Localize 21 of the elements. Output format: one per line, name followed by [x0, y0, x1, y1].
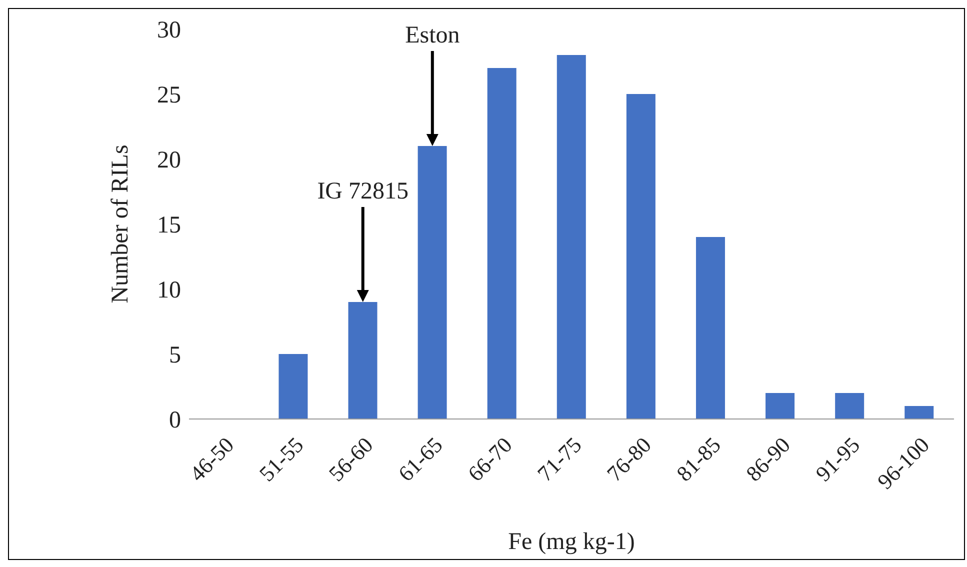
bar — [835, 393, 864, 419]
bar — [904, 406, 934, 419]
y-tick-label: 20 — [157, 148, 181, 174]
bar — [348, 302, 378, 419]
bar — [696, 237, 725, 419]
bar — [418, 146, 447, 419]
y-tick-label: 30 — [157, 18, 181, 44]
annotation: IG 72815 — [317, 178, 409, 205]
bar — [626, 94, 656, 419]
y-axis-title: Number of RILs — [108, 144, 134, 304]
y-tick-label: 0 — [169, 408, 181, 434]
bar — [487, 68, 516, 419]
y-tick-label: 5 — [169, 342, 181, 369]
bar — [556, 55, 586, 419]
y-tick-label: 25 — [157, 82, 181, 109]
x-axis-title: Fe (mg kg-1) — [508, 529, 635, 555]
annotation: Eston — [405, 22, 460, 49]
y-tick-label: 10 — [157, 278, 181, 304]
y-tick-label: 15 — [157, 212, 181, 239]
bar — [278, 354, 308, 419]
bar — [766, 393, 795, 419]
